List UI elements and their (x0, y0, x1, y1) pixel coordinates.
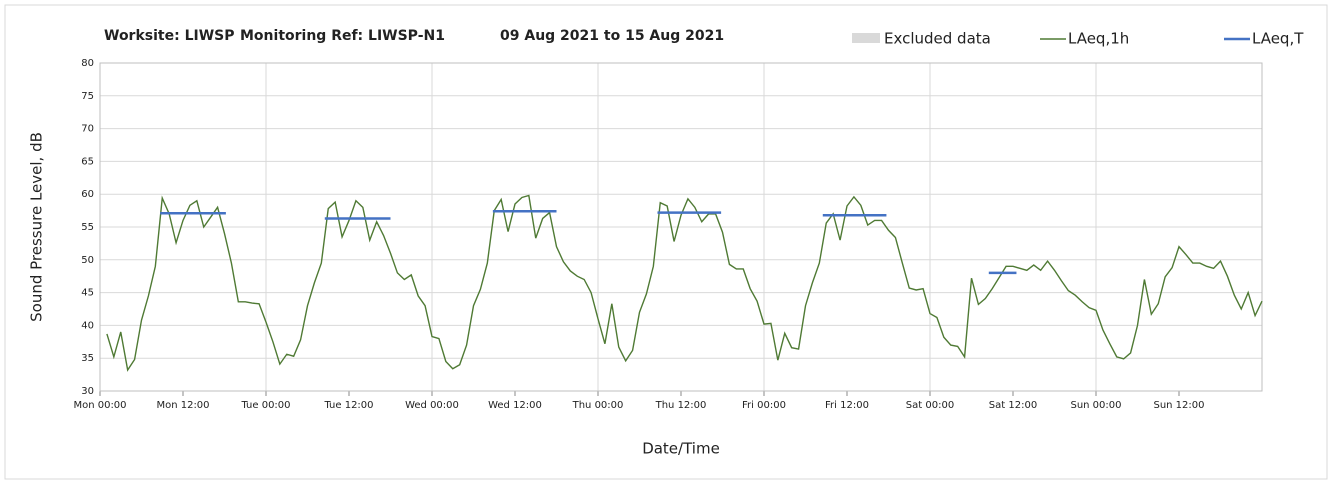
y-tick-label: 80 (81, 58, 94, 69)
y-tick-label: 75 (81, 91, 94, 102)
legend-label: LAeq,T (1252, 30, 1304, 48)
frame (4, 4, 1328, 480)
y-tick-label: 70 (81, 124, 94, 135)
legend-label: Excluded data (884, 30, 991, 48)
y-tick-label: 40 (81, 320, 94, 331)
x-tick-label: Thu 12:00 (655, 400, 707, 411)
y-tick-label: 30 (81, 386, 94, 397)
x-tick-label: Thu 00:00 (572, 400, 624, 411)
x-tick-label: Sat 00:00 (906, 400, 954, 411)
plot-border (99, 62, 1263, 392)
line-series (106, 194, 1263, 372)
title-site: Worksite: LIWSP (104, 28, 234, 44)
x-tick-label: Tue 00:00 (240, 400, 290, 411)
title-dates: 09 Aug 2021 to 15 Aug 2021 (500, 28, 724, 44)
legend-label: LAeq,1h (1068, 30, 1129, 48)
x-tick-label: Mon 12:00 (156, 400, 209, 411)
y-axis-label: Sound Pressure Level, dB (28, 132, 46, 322)
x-tick-label: Fri 12:00 (825, 400, 869, 411)
x-tick-label: Sun 12:00 (1153, 400, 1204, 411)
x-tick-label: Wed 00:00 (405, 400, 459, 411)
x-tick-label: Wed 12:00 (488, 400, 542, 411)
y-tick-label: 50 (81, 255, 94, 266)
y-tick-label: 35 (81, 353, 94, 364)
x-tick-label: Sat 12:00 (989, 400, 1037, 411)
title-ref: Monitoring Ref: LIWSP-N1 (240, 28, 445, 44)
x-tick-label: Mon 00:00 (73, 400, 126, 411)
y-tick-label: 55 (81, 222, 94, 233)
y-tick-label: 60 (81, 189, 94, 200)
x-tick-label: Fri 00:00 (742, 400, 786, 411)
x-tick-label: Tue 12:00 (323, 400, 373, 411)
y-tick-label: 65 (81, 156, 94, 167)
x-axis-label: Date/Time (642, 440, 720, 458)
legend-swatch (852, 33, 880, 43)
y-tick-label: 45 (81, 288, 94, 299)
x-tick-label: Sun 00:00 (1070, 400, 1121, 411)
